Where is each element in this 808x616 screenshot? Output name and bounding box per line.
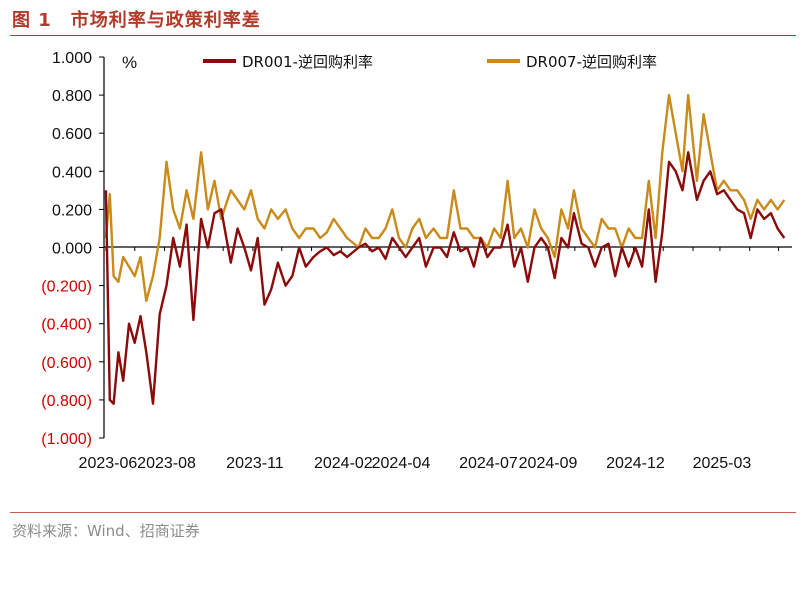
y-tick-label: 0.200 — [52, 202, 92, 219]
y-tick-label: 0.400 — [52, 164, 92, 181]
series-line-dr007 — [104, 93, 786, 302]
legend-label: DR001-逆回购利率 — [242, 53, 373, 71]
y-tick-label: 0.000 — [52, 241, 92, 258]
chart-legend: DR001-逆回购利率 DR007-逆回购利率 — [203, 53, 657, 71]
x-tick-label: 2024-07 — [459, 455, 518, 472]
source-divider — [10, 512, 796, 513]
x-tick-label: 2024-12 — [606, 455, 665, 472]
unit-label: % — [122, 53, 137, 72]
y-tick-label: (0.400) — [41, 317, 92, 334]
title-divider — [10, 35, 796, 36]
y-tick-label: 0.800 — [52, 88, 92, 105]
y-tick-label: (0.600) — [41, 355, 92, 372]
source-note: 资料来源：Wind、招商证券 — [12, 522, 200, 540]
chart-axes — [99, 56, 792, 439]
x-tick-label: 2024-09 — [519, 455, 578, 472]
x-tick-label: 2024-02 — [314, 455, 373, 472]
y-tick-label: 0.600 — [52, 126, 92, 143]
x-tick-label: 2023-06 — [79, 455, 138, 472]
legend-label: DR007-逆回购利率 — [526, 53, 657, 71]
figure-title: 图 1 市场利率与政策利率差 — [12, 10, 261, 31]
y-tick-label: 1.000 — [52, 50, 92, 67]
line-chart: 1.000 0.800 0.600 0.400 0.200 0.000 (0.200) (0.… — [41, 50, 792, 472]
x-tick-label: 2024-04 — [372, 455, 431, 472]
x-tick-label: 2023-11 — [226, 455, 284, 472]
y-tick-label: (1.000) — [41, 431, 92, 448]
x-tick-label: 2025-03 — [693, 455, 752, 472]
y-tick-label: (0.200) — [41, 279, 92, 296]
y-tick-label: (0.800) — [41, 393, 92, 410]
y-axis-tick-labels: 1.000 0.800 0.600 0.400 0.200 0.000 (0.200) (0.… — [41, 50, 92, 448]
x-tick-label: 2023-08 — [137, 455, 196, 472]
series-line-dr001 — [104, 151, 786, 405]
series-lines — [104, 93, 786, 405]
